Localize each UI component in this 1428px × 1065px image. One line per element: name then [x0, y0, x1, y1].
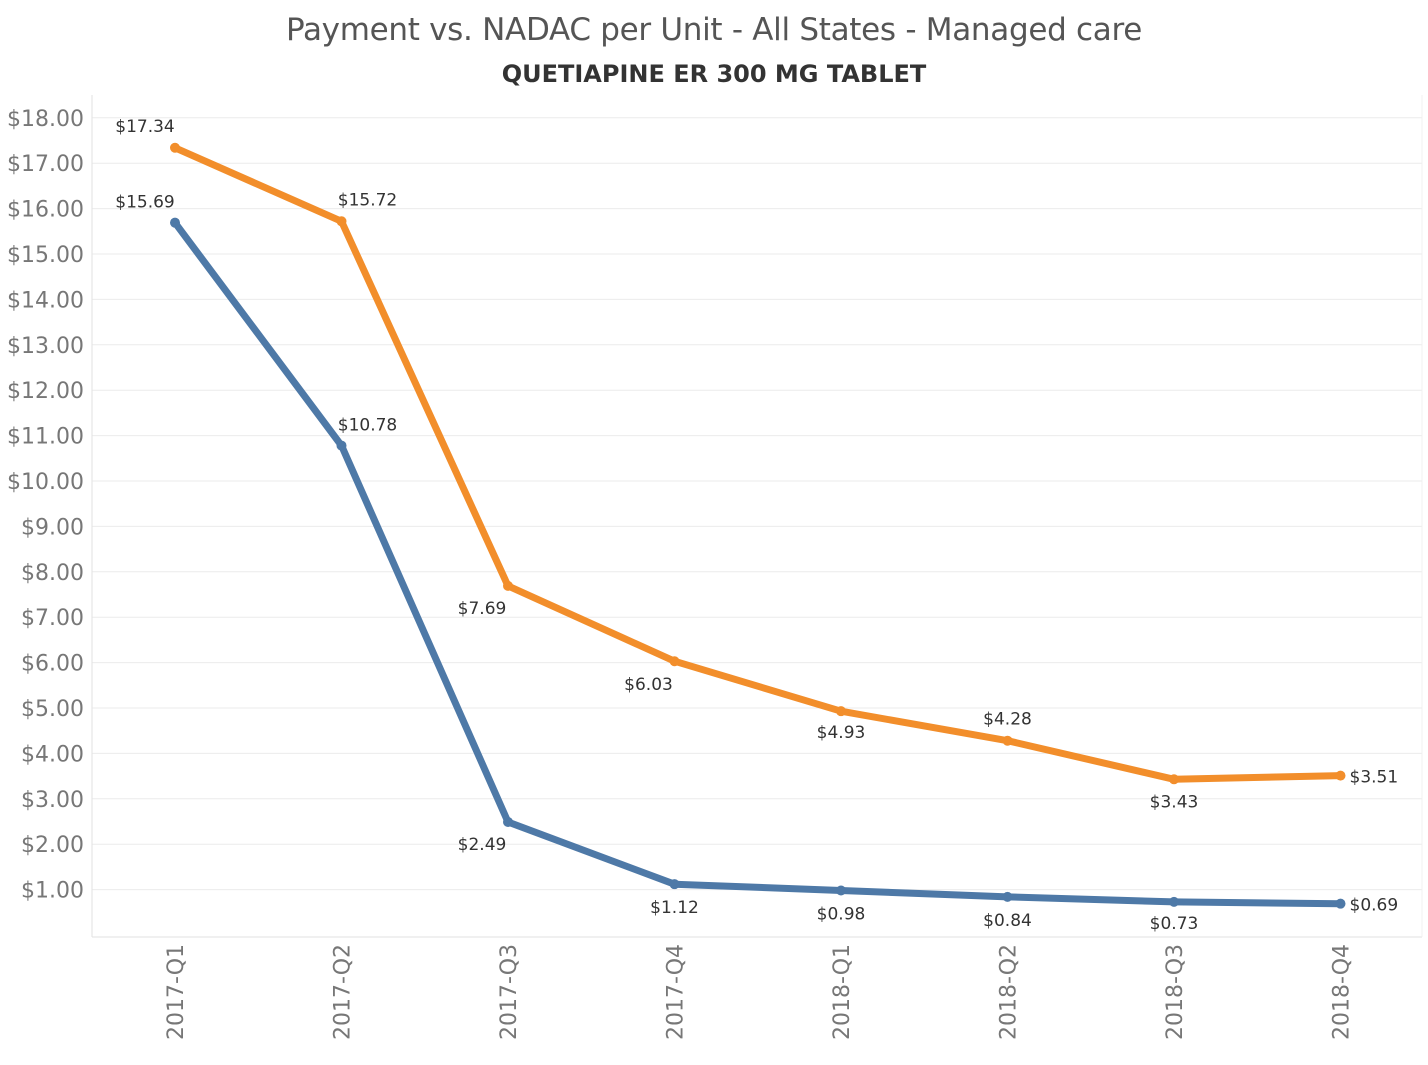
data-point [669, 879, 680, 890]
data-label: $17.34 [115, 117, 174, 137]
data-label: $0.69 [1350, 896, 1399, 916]
data-label: $4.28 [983, 710, 1032, 730]
data-label: $6.03 [624, 675, 673, 695]
data-point [1335, 770, 1346, 781]
chart-subtitle: QUETIAPINE ER 300 MG TABLET [501, 60, 927, 88]
x-tick-label: 2017-Q4 [664, 944, 689, 1040]
x-axis-ticks: 2017-Q1 2017-Q2 2017-Q3 2017-Q4 2018-Q1 2018-… [164, 944, 1355, 1040]
y-tick-label: $17.00 [7, 152, 84, 177]
data-label: $15.69 [115, 193, 174, 213]
data-point [1335, 898, 1346, 909]
data-point [1002, 735, 1013, 746]
data-point [503, 816, 513, 827]
series-lines [170, 142, 1346, 909]
x-tick-label: 2017-Q3 [497, 944, 522, 1040]
y-tick-label: $5.00 [21, 697, 84, 722]
y-tick-label: $14.00 [7, 288, 84, 313]
y-tick-label: $3.00 [21, 788, 84, 813]
series-line [171, 219, 1344, 908]
data-point [1002, 891, 1013, 902]
data-label: $2.49 [458, 835, 507, 855]
y-tick-label: $9.00 [21, 515, 84, 540]
y-tick-label: $13.00 [7, 334, 84, 359]
data-label: $0.84 [983, 911, 1032, 931]
y-tick-label: $2.00 [21, 833, 84, 858]
y-tick-label: $18.00 [7, 107, 84, 132]
x-tick-label: 2018-Q1 [830, 944, 855, 1040]
chart-title: Payment vs. NADAC per Unit - All States … [285, 12, 1143, 48]
data-point [170, 142, 180, 153]
y-tick-label: $11.00 [7, 425, 84, 450]
data-label: $0.73 [1150, 914, 1199, 934]
axes [91, 95, 1423, 938]
data-label: $0.98 [817, 905, 866, 925]
y-tick-label: $8.00 [21, 561, 84, 586]
y-tick-label: $15.00 [7, 243, 84, 268]
y-tick-label: $4.00 [21, 742, 84, 767]
y-tick-label: $7.00 [21, 606, 84, 631]
x-tick-label: 2017-Q2 [331, 944, 356, 1040]
y-tick-label: $1.00 [21, 879, 84, 904]
data-point [1169, 896, 1179, 907]
x-tick-label: 2018-Q4 [1330, 944, 1355, 1040]
data-label: $1.12 [650, 898, 699, 918]
data-label: $3.43 [1150, 792, 1199, 812]
data-label: $15.72 [338, 190, 397, 210]
data-point [170, 217, 180, 228]
y-tick-label: $6.00 [21, 652, 84, 677]
y-tick-label: $10.00 [7, 470, 84, 495]
data-label: $10.78 [338, 416, 397, 436]
data-labels: $17.34 $15.72 $7.69 $6.03 $4.93 $4.28 $3.43 $3.… [115, 117, 1398, 934]
y-axis-ticks: $1.00 $2.00 $3.00 $4.00 $5.00 $6.00 $7.00 $8.00… [7, 107, 84, 904]
data-point [836, 706, 846, 717]
series-line [171, 144, 1344, 783]
x-tick-label: 2017-Q1 [164, 944, 189, 1040]
data-label: $7.69 [458, 599, 507, 619]
data-point [669, 656, 680, 667]
x-tick-label: 2018-Q3 [1163, 944, 1188, 1040]
data-point [336, 216, 347, 227]
data-point [1169, 774, 1179, 785]
y-tick-label: $16.00 [7, 198, 84, 223]
y-tick-label: $12.00 [7, 379, 84, 404]
data-label: $3.51 [1350, 768, 1399, 788]
x-tick-label: 2018-Q2 [997, 944, 1022, 1040]
data-point [503, 580, 513, 591]
gridlines [92, 117, 1422, 891]
data-point [836, 885, 846, 896]
data-label: $4.93 [817, 723, 866, 743]
data-point [336, 440, 347, 451]
